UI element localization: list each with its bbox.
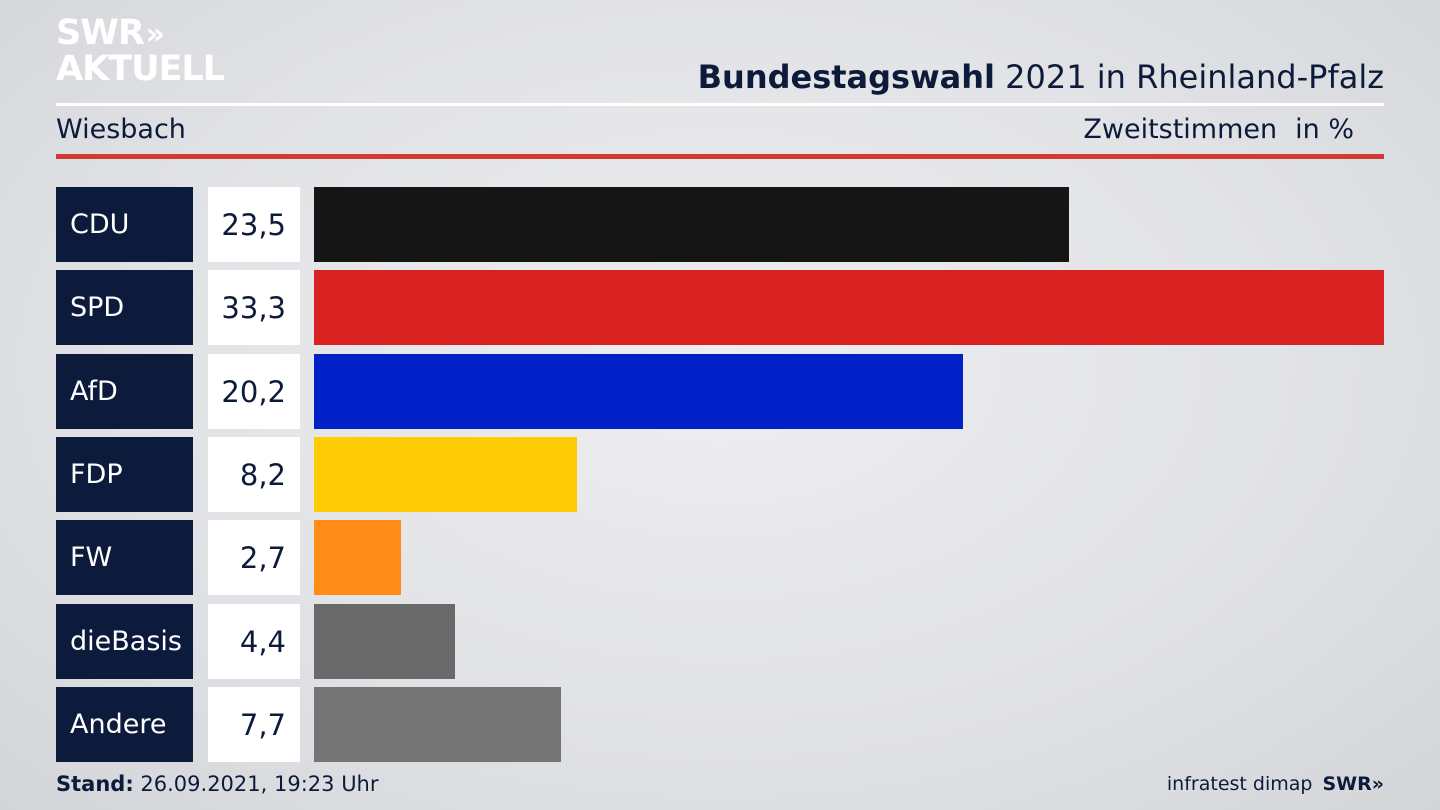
chart-title: Bundestagswahl 2021 in Rheinland-Pfalz — [698, 58, 1384, 96]
value-label: 23,5 — [208, 187, 300, 262]
value-label: 33,3 — [208, 270, 300, 345]
source-label: infratest dimap — [1166, 773, 1313, 795]
party-label: dieBasis — [56, 604, 193, 679]
bar — [314, 187, 1069, 262]
party-label: AfD — [56, 354, 193, 429]
timestamp: Stand: 26.09.2021, 19:23 Uhr — [56, 772, 379, 796]
party-label: CDU — [56, 187, 193, 262]
header-divider — [56, 103, 1384, 106]
bar — [314, 270, 1384, 345]
footer-swr-logo: SWR» — [1322, 773, 1384, 795]
unit-label: in % — [1295, 114, 1354, 145]
source-credit: infratest dimap SWR» — [1167, 773, 1384, 795]
party-label: SPD — [56, 270, 193, 345]
value-label: 8,2 — [208, 437, 300, 512]
party-label: FW — [56, 520, 193, 595]
bar — [314, 437, 577, 512]
value-label: 2,7 — [208, 520, 300, 595]
logo-swr-text: SWR — [56, 13, 145, 53]
accent-divider — [56, 154, 1384, 159]
measure-label-group: Zweitstimmen in % — [1083, 114, 1354, 145]
logo-aktuell-text: AKTUELL — [56, 49, 225, 89]
chart-title-bold: Bundestagswahl — [697, 58, 995, 96]
party-label: FDP — [56, 437, 193, 512]
party-label: Andere — [56, 687, 193, 762]
bar — [314, 520, 401, 595]
bar — [314, 687, 561, 762]
location-label: Wiesbach — [56, 114, 186, 145]
value-label: 20,2 — [208, 354, 300, 429]
logo-line-1: SWR» — [56, 13, 224, 53]
value-label: 4,4 — [208, 604, 300, 679]
measure-label: Zweitstimmen — [1083, 114, 1278, 145]
bar — [314, 354, 963, 429]
swr-aktuell-logo: SWR» AKTUELL — [56, 13, 225, 89]
bar — [314, 604, 455, 679]
timestamp-label: Stand: — [56, 772, 134, 796]
chart-title-rest: 2021 in Rheinland-Pfalz — [1005, 58, 1384, 96]
value-label: 7,7 — [208, 687, 300, 762]
timestamp-value: 26.09.2021, 19:23 Uhr — [140, 772, 379, 796]
